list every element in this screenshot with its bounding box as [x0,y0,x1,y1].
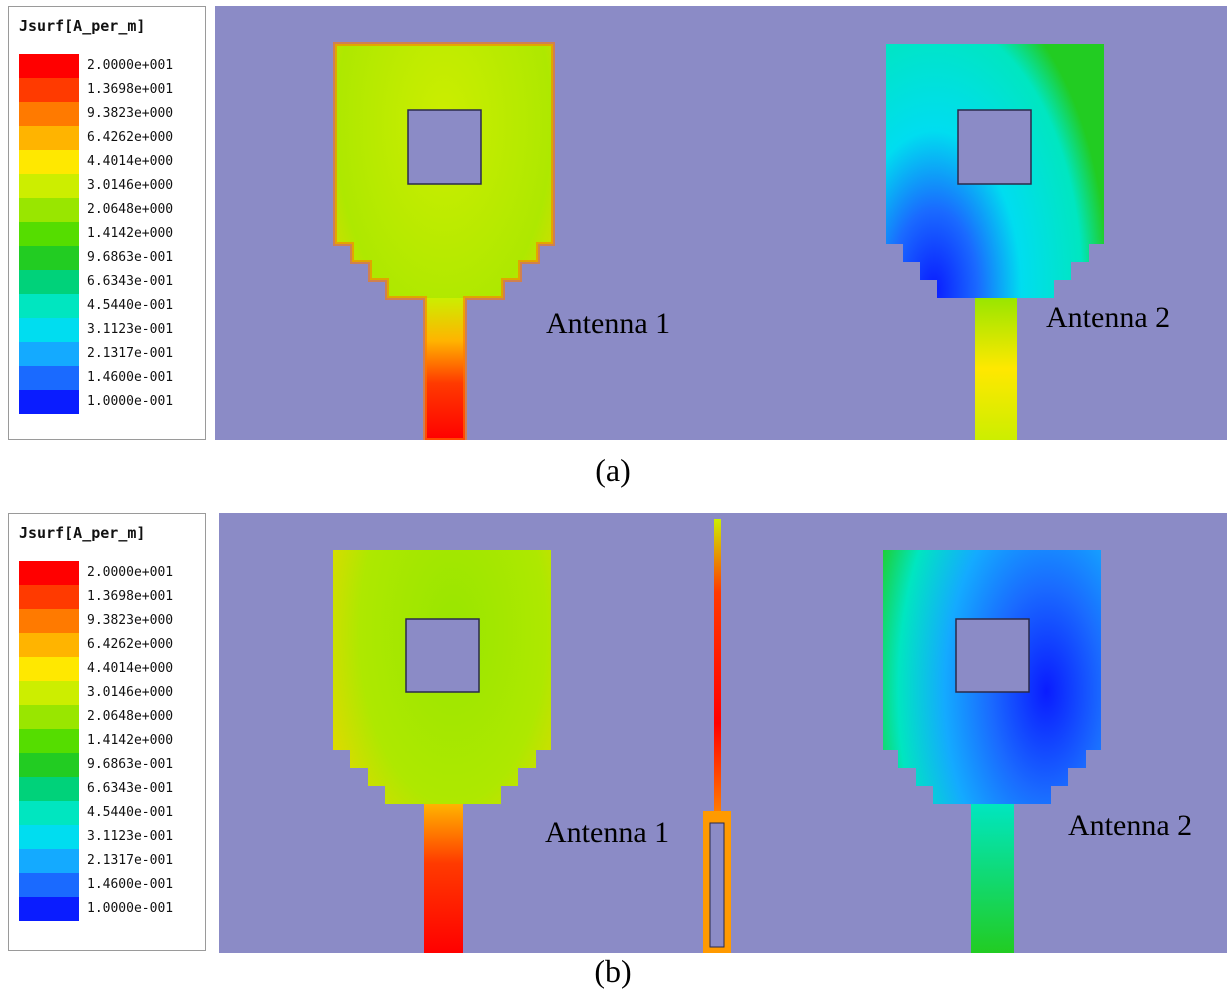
legend-tick-label: 2.0000e+001 [87,565,174,580]
legend-swatch [19,270,79,294]
antenna-2-patch [886,44,1104,440]
legend-tick-label: 9.6863e-001 [87,250,174,265]
legend-swatch [19,390,79,414]
legend-tick-label: 4.4014e+000 [87,661,174,676]
simulation-view [215,6,1227,440]
antenna-2-label: Antenna 2 [1046,301,1171,334]
legend-tick-label: 1.4142e+000 [87,226,174,241]
color-legend: Jsurf[A_per_m] 2.0000e+001 1.3698e+001 9.3… [8,513,206,951]
legend-tick-label: 9.3823e+000 [87,106,174,121]
legend-title: Jsurf[A_per_m] [19,524,146,542]
legend-tick-label: 1.0000e-001 [87,901,174,916]
legend-tick-label: 1.3698e+001 [87,82,174,97]
antenna-2-label: Antenna 2 [1068,809,1193,842]
antenna-1-label: Antenna 1 [545,816,670,849]
legend-swatch [19,825,79,849]
patch-slot [405,618,480,693]
legend-tick-label: 3.1123e-001 [87,322,174,337]
legend-swatch [19,753,79,777]
legend-title: Jsurf[A_per_m] [19,17,146,35]
decoupling-strip [703,519,731,953]
legend-swatch [19,657,79,681]
legend-tick-label: 2.1317e-001 [87,853,174,868]
legend-tick-label: 4.5440e-001 [87,805,174,820]
legend-tick-label: 1.4600e-001 [87,877,174,892]
legend-tick-label: 3.0146e+000 [87,178,174,193]
antenna-1-patch [333,42,555,440]
simulation-view [219,513,1227,953]
patch-slot [957,109,1032,185]
legend-tick-label: 1.4142e+000 [87,733,174,748]
legend-tick-label: 4.4014e+000 [87,154,174,169]
panel-a: Jsurf[A_per_m] 2.0000e+001 1.3698e+001 9.3… [0,0,1227,488]
legend-tick-label: 6.6343e-001 [87,781,174,796]
legend-tick-label: 3.1123e-001 [87,829,174,844]
legend-tick-labels: 2.0000e+001 1.3698e+001 9.3823e+000 6.4262e… [87,54,173,414]
legend-swatch [19,198,79,222]
legend-tick-label: 3.0146e+000 [87,685,174,700]
current-distribution-plot [215,6,1227,440]
legend-tick-label: 6.6343e-001 [87,274,174,289]
legend-swatch [19,729,79,753]
legend-tick-label: 2.0000e+001 [87,58,174,73]
legend-tick-label: 4.5440e-001 [87,298,174,313]
legend-swatch [19,342,79,366]
legend-tick-label: 2.1317e-001 [87,346,174,361]
legend-swatch [19,126,79,150]
legend-swatch [19,873,79,897]
panel-b: Jsurf[A_per_m] 2.0000e+001 1.3698e+001 9.3… [0,507,1227,989]
antenna-1-patch [333,550,551,953]
legend-tick-label: 1.0000e-001 [87,394,174,409]
legend-swatch [19,78,79,102]
legend-swatch [19,102,79,126]
patch-slot [955,618,1030,693]
legend-swatch [19,585,79,609]
legend-tick-label: 2.0648e+000 [87,202,174,217]
antenna-1-label: Antenna 1 [546,307,671,340]
antenna-2-patch [883,550,1101,953]
legend-colorbar [19,561,79,921]
legend-tick-label: 6.4262e+000 [87,637,174,652]
legend-swatch [19,609,79,633]
legend-tick-label: 9.3823e+000 [87,613,174,628]
legend-swatch [19,897,79,921]
legend-swatch [19,633,79,657]
legend-swatch [19,246,79,270]
panel-caption: (a) [595,452,631,488]
patch-slot [407,109,482,185]
legend-swatch [19,294,79,318]
legend-swatch [19,174,79,198]
legend-swatch [19,849,79,873]
legend-tick-label: 6.4262e+000 [87,130,174,145]
legend-tick-label: 1.3698e+001 [87,589,174,604]
legend-swatch [19,705,79,729]
current-distribution-plot [219,513,1227,953]
legend-tick-label: 2.0648e+000 [87,709,174,724]
legend-colorbar [19,54,79,414]
legend-swatch [19,561,79,585]
legend-swatch [19,801,79,825]
legend-tick-label: 9.6863e-001 [87,757,174,772]
color-legend: Jsurf[A_per_m] 2.0000e+001 1.3698e+001 9.3… [8,6,206,440]
legend-swatch [19,681,79,705]
legend-swatch [19,54,79,78]
legend-tick-labels: 2.0000e+001 1.3698e+001 9.3823e+000 6.4262e… [87,561,173,921]
legend-swatch [19,366,79,390]
legend-swatch [19,222,79,246]
panel-caption: (b) [594,953,632,989]
legend-swatch [19,318,79,342]
legend-tick-label: 1.4600e-001 [87,370,174,385]
legend-swatch [19,777,79,801]
legend-swatch [19,150,79,174]
